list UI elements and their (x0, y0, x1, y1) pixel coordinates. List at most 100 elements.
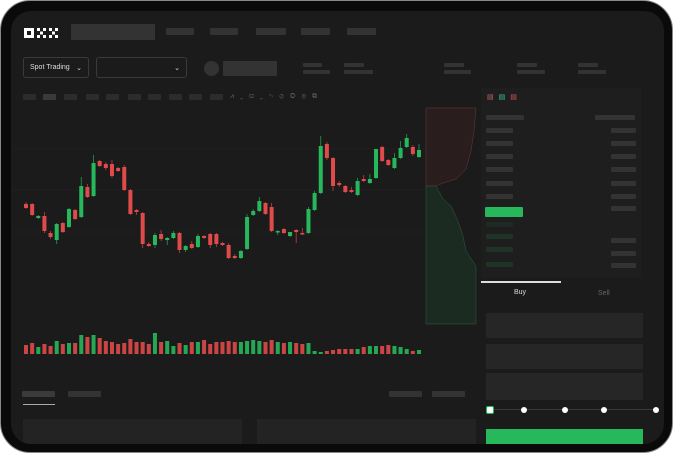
timeframe-button[interactable] (189, 94, 202, 100)
nav-item[interactable] (210, 28, 238, 35)
volume-bar (257, 341, 262, 354)
ask-size (611, 194, 636, 199)
indicator-icon[interactable]: ⩘ (230, 93, 240, 100)
nav-item[interactable] (166, 28, 194, 35)
chevron-down-icon[interactable]: ⌄ (259, 93, 270, 100)
candle (263, 202, 268, 215)
candle-body (337, 183, 342, 185)
ask-price (486, 141, 513, 146)
timeframe-button[interactable] (210, 94, 223, 100)
chevron-down-icon[interactable]: ⌄ (239, 93, 250, 100)
timeframe-button[interactable] (23, 94, 36, 100)
history-tab[interactable] (68, 391, 101, 397)
buy-submit-button[interactable] (486, 429, 643, 444)
volume-bar (54, 341, 59, 354)
timeframe-button[interactable] (86, 94, 99, 100)
slider-stop[interactable] (521, 407, 527, 413)
okx-logo (24, 28, 58, 38)
stat-value (303, 70, 330, 74)
candle-body (134, 210, 139, 212)
candle-body (42, 216, 47, 231)
candle (60, 222, 65, 233)
draw-line-icon[interactable]: ∿ (269, 93, 280, 100)
candle (337, 181, 342, 187)
timeframe-button[interactable] (64, 94, 77, 100)
volume-bar (374, 346, 379, 354)
candle-body (238, 251, 243, 258)
candle-body (257, 201, 262, 211)
timeframe-button[interactable] (148, 94, 161, 100)
timeframe-button[interactable] (128, 94, 141, 100)
order-book-buy-icon[interactable]: ▤ (498, 94, 511, 101)
volume-bar (410, 351, 415, 354)
volume-bar (152, 333, 157, 354)
timeframe-button[interactable] (169, 94, 182, 100)
search-placeholder[interactable] (71, 24, 155, 40)
volume-bar (312, 351, 317, 354)
candle-body (331, 158, 336, 186)
total-input[interactable] (486, 373, 643, 400)
settings-icon[interactable]: ⊚ (301, 93, 313, 100)
timeframe-button[interactable] (106, 94, 119, 100)
nav-item[interactable] (347, 28, 376, 35)
orders-tab[interactable] (22, 391, 55, 397)
timeframe-button[interactable] (43, 94, 56, 100)
filter-button[interactable] (389, 391, 422, 397)
candle (66, 208, 71, 228)
ask-price (486, 154, 513, 159)
order-book-both-icon[interactable]: ▤ (487, 94, 499, 101)
slider-stop[interactable] (653, 407, 659, 413)
volume-bar (91, 335, 96, 354)
amount-input[interactable] (486, 344, 643, 369)
buy-tab[interactable]: Buy (514, 289, 527, 296)
candle-body (417, 150, 421, 157)
candlestick-chart[interactable] (11, 11, 664, 444)
ask-size (611, 154, 636, 159)
volume-bar (183, 345, 188, 354)
volume-bar (232, 342, 237, 354)
order-book-sell-icon[interactable]: ▤ (510, 94, 522, 101)
ask-size (611, 167, 636, 172)
candle-body (66, 209, 71, 227)
candle-body (324, 144, 329, 158)
candle (380, 146, 385, 162)
slider-stop[interactable] (562, 407, 568, 413)
volume-bar (404, 349, 409, 354)
price-input[interactable] (486, 313, 643, 338)
amount-slider[interactable] (489, 409, 657, 410)
bid-size (611, 238, 636, 243)
volume-bar (116, 344, 121, 354)
volume-bar (208, 344, 213, 354)
pair-dropdown[interactable]: ⌄ (96, 57, 187, 78)
candle (30, 203, 35, 216)
magnet-icon[interactable]: ◎ (289, 93, 302, 100)
slider-stop[interactable] (601, 407, 607, 413)
ruler-icon[interactable]: ⊡ (249, 93, 260, 100)
ask-size (611, 206, 636, 211)
candle-body (103, 164, 108, 168)
fullscreen-icon[interactable]: ⧉ (312, 93, 324, 100)
volume-bar (171, 346, 176, 354)
pencil-icon[interactable]: ⊘ (279, 93, 290, 100)
volume-bar (122, 343, 127, 354)
slider-handle[interactable] (486, 406, 494, 414)
nav-item[interactable] (301, 28, 330, 35)
nav-item[interactable] (256, 28, 286, 35)
volume-bar (398, 347, 403, 354)
candle-body (386, 160, 391, 165)
candle-body (159, 234, 164, 239)
filter-button[interactable] (432, 391, 465, 397)
spot-trading-dropdown[interactable]: Spot Trading ⌄ (23, 57, 89, 78)
candle-body (288, 232, 293, 236)
volume-bar (337, 349, 342, 354)
candle (251, 209, 256, 216)
volume-bar (189, 342, 194, 354)
candle-body (380, 147, 385, 161)
candle-body (349, 190, 354, 192)
order-book-header (595, 115, 635, 120)
sell-tab[interactable]: Sell (598, 290, 610, 297)
volume-bar (294, 343, 299, 354)
candle (275, 230, 280, 235)
candle-body (318, 146, 323, 193)
candle (367, 174, 372, 184)
